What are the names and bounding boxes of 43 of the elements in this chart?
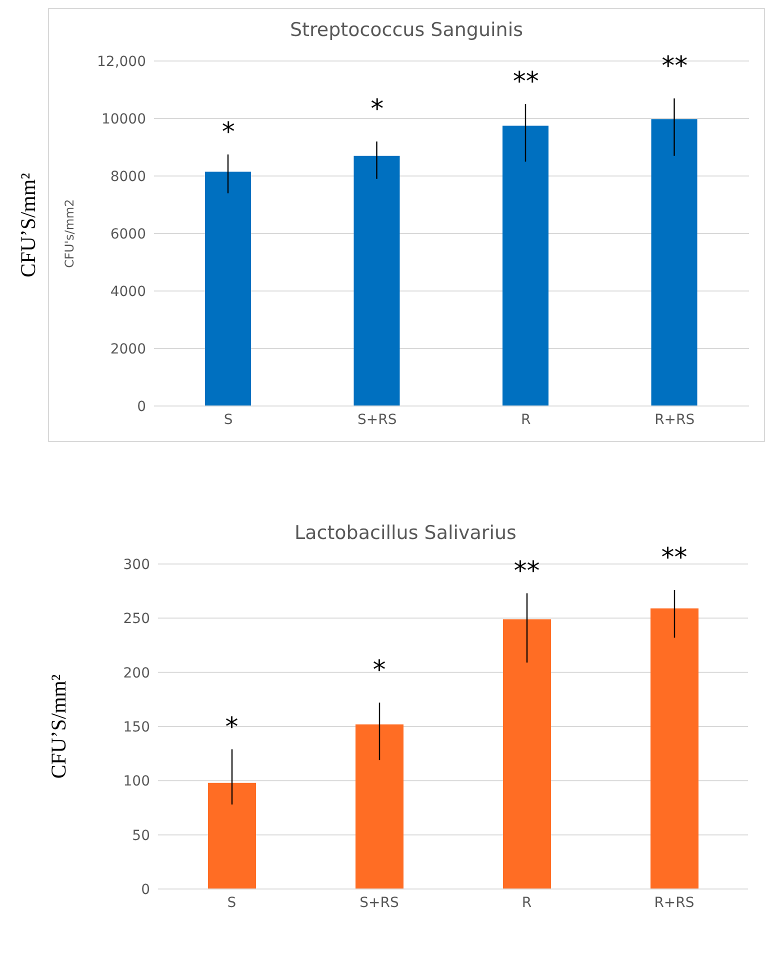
bar (208, 782, 256, 889)
bar (650, 608, 698, 889)
y-tick-label: 0 (137, 398, 146, 415)
x-tick-label: S+RS (358, 412, 397, 428)
y-tick-label: 150 (123, 719, 150, 736)
bar (502, 126, 548, 406)
annotation: * (225, 712, 238, 742)
x-tick-label: R (522, 894, 532, 911)
chart-title: Lactobacillus Salivarius (294, 522, 518, 544)
bar (503, 619, 551, 889)
y-tick-label: 300 (123, 556, 150, 573)
annotation: * (222, 117, 235, 148)
x-tick-label: S (227, 894, 236, 911)
bar (205, 172, 251, 406)
y-tick-label: 6000 (110, 226, 146, 242)
text: CFU’S/mm² (16, 172, 40, 278)
annotation: ** (661, 543, 688, 573)
annotation: * (370, 94, 384, 124)
bar (651, 119, 698, 406)
y-tick-label: 200 (123, 665, 150, 682)
annotation: ** (512, 67, 539, 98)
x-tick-label: R+RS (654, 412, 695, 428)
y-tick-label: 10000 (101, 111, 146, 128)
y-axis-title: CFU's/mm2 (62, 199, 76, 268)
x-tick-label: R+RS (654, 894, 694, 911)
y-tick-label: 12,000 (97, 54, 146, 70)
x-tick-label: S+RS (360, 894, 399, 911)
annotation: ** (662, 51, 688, 82)
y-tick-label: 100 (123, 774, 150, 790)
bar (354, 156, 400, 406)
y-tick-label: 8000 (110, 168, 146, 185)
chart-title: Streptococcus Sanguinis (288, 19, 524, 41)
y-tick-label: 250 (123, 611, 150, 628)
bar (356, 724, 404, 889)
y-axis-title: CFU’S/mm² (46, 674, 70, 779)
y-tick-label: 0 (141, 882, 150, 898)
x-tick-label: R (521, 412, 532, 428)
x-tick-label: S (224, 412, 233, 428)
y-tick-label: 50 (132, 828, 150, 844)
y-tick-label: 4000 (110, 284, 146, 300)
annotation: ** (514, 556, 540, 586)
annotation: * (372, 656, 386, 686)
y-tick-label: 2000 (110, 341, 146, 358)
